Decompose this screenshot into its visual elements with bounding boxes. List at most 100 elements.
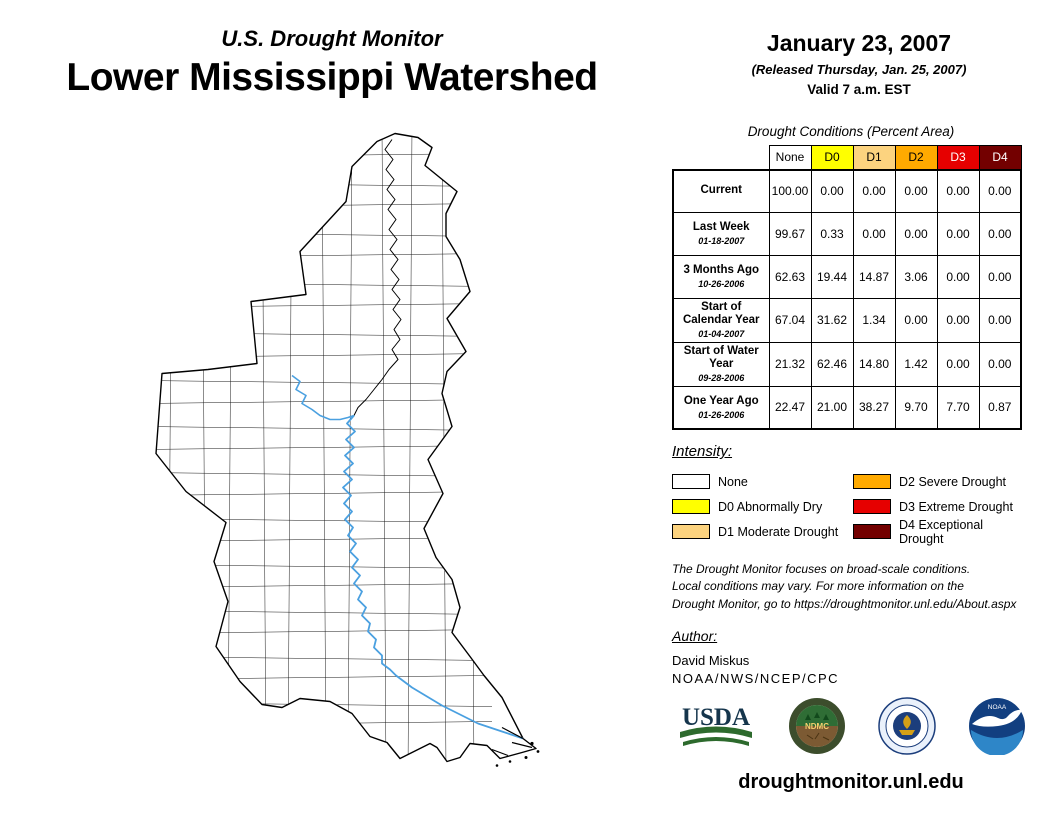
d2-color-swatch [853,474,891,490]
table-row-3-months-ago: 3 Months Ago 10-26-2006 62.63 19.44 14.87… [672,255,1022,299]
table-cell: 0.33 [810,212,854,256]
table-cell: 7.70 [936,385,980,431]
table-cell: 62.63 [768,255,812,299]
row-label: Last Week 01-18-2007 [672,212,770,256]
report-supertitle: U.S. Drought Monitor [221,26,443,51]
table-cell: 99.67 [768,212,812,256]
table-cell: 0.00 [978,298,1022,343]
table-corner-cell [673,145,769,170]
drought-conditions-table: None D0 D1 D2 D3 D4 Current 100.00 0.00 … [672,145,1022,431]
table-cell: 19.44 [810,255,854,299]
map-date: January 23, 2007 [766,30,952,56]
d4-color-swatch [853,524,891,540]
table-cell: 1.42 [894,341,938,387]
author-org: NOAA/NWS/NCEP/CPC [672,671,840,687]
legend-item-d2: D2 Severe Drought [853,474,1030,490]
legend-item-d3: D3 Extreme Drought [853,499,1030,515]
legend-item-d1: D1 Moderate Drought [672,524,853,540]
legend-item-d0: D0 Abnormally Dry [672,499,853,515]
watershed-outline [155,132,537,763]
table-cell: 0.00 [894,168,938,213]
table-cell: 0.00 [978,212,1022,256]
table-cell: 0.00 [936,212,980,256]
d0-color-swatch [672,499,710,515]
table-cell: 0.00 [810,168,854,213]
column-header-d4: D4 [978,145,1022,170]
row-label: Start of Water Year 09-28-2006 [672,341,770,387]
row-label: One Year Ago 01-26-2006 [672,385,770,431]
right-column: Drought Conditions (Percent Area) None D… [672,124,1030,794]
column-header-d0: D0 [810,145,854,170]
table-cell: 62.46 [810,341,854,387]
table-row-one-year-ago: One Year Ago 01-26-2006 22.47 21.00 38.27… [672,385,1022,431]
table-cell: 0.00 [894,298,938,343]
table-row-start-calendar-year: Start of Calendar Year 01-04-2007 67.04 3… [672,298,1022,343]
watershed-map [142,126,642,774]
table-cell: 9.70 [894,385,938,431]
table-cell: 38.27 [852,385,896,431]
column-header-none: None [768,145,812,170]
commerce-seal [878,697,936,760]
title-block: U.S. Drought Monitor Lower Mississippi W… [8,26,656,100]
usda-logo: USDA [676,700,756,757]
agency-logos: USDA NDMC [672,697,1030,760]
watershed-fill [156,133,536,762]
release-date: (Released Thursday, Jan. 25, 2007) [751,62,967,77]
table-cell: 0.00 [978,168,1022,213]
table-cell: 1.34 [852,298,896,343]
river-tributary [291,374,355,421]
mississippi-river [342,414,524,740]
svg-text:NDMC: NDMC [805,722,829,731]
watershed-map-svg [155,132,540,767]
column-header-d1: D1 [852,145,896,170]
d1-color-swatch [672,524,710,540]
table-cell: 0.00 [936,298,980,343]
legend-title: Intensity: [672,443,733,461]
column-header-d3: D3 [936,145,980,170]
row-label: Start of Calendar Year 01-04-2007 [672,298,770,343]
table-cell: 14.87 [852,255,896,299]
author-heading: Author: [672,628,718,645]
table-header-row: None D0 D1 D2 D3 D4 [673,145,1022,170]
d3-color-swatch [853,499,891,515]
table-cell: 0.00 [936,341,980,387]
table-cell: 14.80 [852,341,896,387]
legend-item-d4: D4 Exceptional Drought [853,518,1030,546]
table-cell: 22.47 [768,385,812,431]
footer-url: droughtmonitor.unl.edu [738,771,964,794]
row-label: 3 Months Ago 10-26-2006 [672,255,770,299]
valid-time: Valid 7 a.m. EST [807,82,911,97]
table-cell: 21.32 [768,341,812,387]
table-cell: 0.00 [852,168,896,213]
author-name: David Miskus [672,653,750,669]
table-cell: 100.00 [768,168,812,213]
table-cell: 0.00 [978,255,1022,299]
date-block: January 23, 2007 (Released Thursday, Jan… [694,30,1024,97]
table-cell: 67.04 [768,298,812,343]
table-cell: 0.00 [978,341,1022,387]
ndmc-logo: NDMC [788,697,846,760]
table-cell: 0.00 [936,168,980,213]
table-title: Drought Conditions (Percent Area) [747,124,955,139]
legend-item-none: None [672,474,853,490]
table-cell: 0.00 [936,255,980,299]
table-cell: 31.62 [810,298,854,343]
intensity-legend: Intensity: None D0 Abnormally Dry D1 Mod… [672,443,1030,546]
table-row-start-water-year: Start of Water Year 09-28-2006 21.32 62.4… [672,341,1022,387]
row-label: Current [672,168,770,213]
table-cell: 21.00 [810,385,854,431]
disclaimer-text: The Drought Monitor focuses on broad-sca… [672,562,1017,611]
delta-islands [491,726,540,767]
page-title: Lower Mississippi Watershed [66,56,598,99]
noaa-logo: NOAA [968,697,1026,760]
svg-text:NOAA: NOAA [988,704,1007,711]
legend-grid: None D0 Abnormally Dry D1 Moderate Droug… [672,469,1030,546]
table-cell: 0.00 [894,212,938,256]
table-row-last-week: Last Week 01-18-2007 99.67 0.33 0.00 0.00… [672,212,1022,256]
column-header-d2: D2 [894,145,938,170]
table-cell: 0.00 [852,212,896,256]
none-color-swatch [672,474,710,490]
county-boundaries [156,133,493,762]
table-row-current: Current 100.00 0.00 0.00 0.00 0.00 0.00 [672,168,1022,213]
